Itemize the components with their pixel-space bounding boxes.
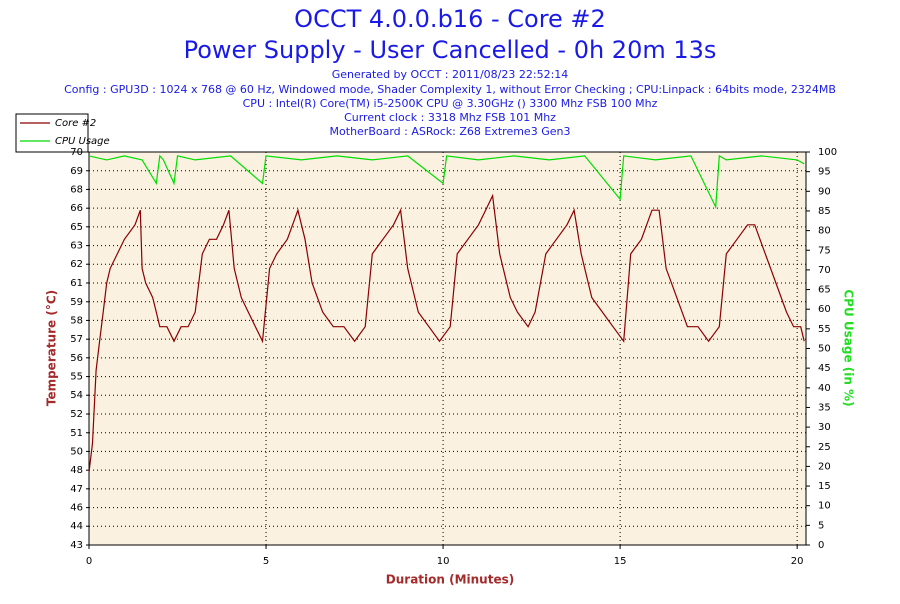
chart-title: OCCT 4.0.0.b16 - Core #2 [294,5,606,33]
y-tick-label: 55 [70,372,83,383]
y-tick-label: 57 [70,334,83,345]
y2-tick-label: 95 [818,167,831,178]
y-tick-label: 52 [70,409,83,420]
x-tick-label: 10 [437,556,450,567]
y-tick-label: 66 [70,203,83,214]
y2-tick-label: 0 [818,540,824,551]
y2-tick-label: 5 [818,520,824,531]
y2-tick-label: 10 [818,501,831,512]
y2-tick-label: 50 [818,344,831,355]
y2-tick-label: 35 [818,402,831,413]
y-tick-label: 65 [70,222,83,233]
y2-tick-label: 40 [818,383,831,394]
legend [15,113,89,153]
y2-tick-label: 20 [818,461,831,472]
x-tick-label: 15 [614,556,627,567]
y-tick-label: 46 [70,503,83,514]
y2-tick-label: 55 [818,324,831,335]
y-tick-label: 69 [70,166,83,177]
x-tick-label: 0 [86,556,92,567]
y2-tick-label: 70 [818,265,831,276]
info-line: CPU : Intel(R) Core(TM) i5-2500K CPU @ 3… [243,97,658,110]
y2-tick-label: 45 [818,363,831,374]
y-tick-label: 47 [70,484,83,495]
y2-tick-label: 85 [818,206,831,217]
y2-tick-label: 15 [818,481,831,492]
plot-area [88,151,807,546]
y2-tick-label: 90 [818,186,831,197]
info-line: Config : GPU3D : 1024 x 768 @ 60 Hz, Win… [64,83,836,96]
legend-label: CPU Usage [55,136,110,147]
legend-label: Core #2 [55,118,96,129]
series-line [88,193,805,473]
y2-tick-label: 75 [818,245,831,256]
y-tick-label: 62 [70,259,83,270]
y2-tick-label: 60 [818,304,831,315]
y2-tick-label: 30 [818,422,831,433]
y-axis-label: Temperature (°C) [45,290,59,406]
y-tick-label: 50 [70,446,83,457]
info-line: Generated by OCCT : 2011/08/23 22:52:14 [332,68,569,81]
y-tick-label: 58 [70,315,83,326]
y-tick-label: 44 [70,521,83,532]
y2-tick-label: 80 [818,226,831,237]
y-tick-label: 70 [70,147,83,158]
y-tick-label: 48 [70,465,83,476]
y2-tick-label: 25 [818,442,831,453]
y-tick-label: 68 [70,184,83,195]
y-tick-label: 59 [70,297,83,308]
y2-tick-label: 65 [818,285,831,296]
series-line [88,154,805,210]
y-tick-label: 51 [70,428,83,439]
y-tick-label: 43 [70,540,83,551]
chart-subtitle: Power Supply - User Cancelled - 0h 20m 1… [184,36,717,64]
y-tick-label: 63 [70,241,83,252]
info-line: Current clock : 3318 Mhz FSB 101 Mhz [344,111,556,124]
info-line: MotherBoard : ASRock: Z68 Extreme3 Gen3 [330,125,571,138]
y-tick-label: 61 [70,278,83,289]
x-tick-label: 5 [263,556,269,567]
y2-tick-label: 100 [818,147,837,158]
y-tick-label: 56 [70,353,83,364]
x-tick-label: 20 [791,556,804,567]
y2-axis-label: CPU Usage (in %) [842,289,856,406]
x-axis-label: Duration (Minutes) [386,573,514,587]
y-tick-label: 54 [70,390,83,401]
